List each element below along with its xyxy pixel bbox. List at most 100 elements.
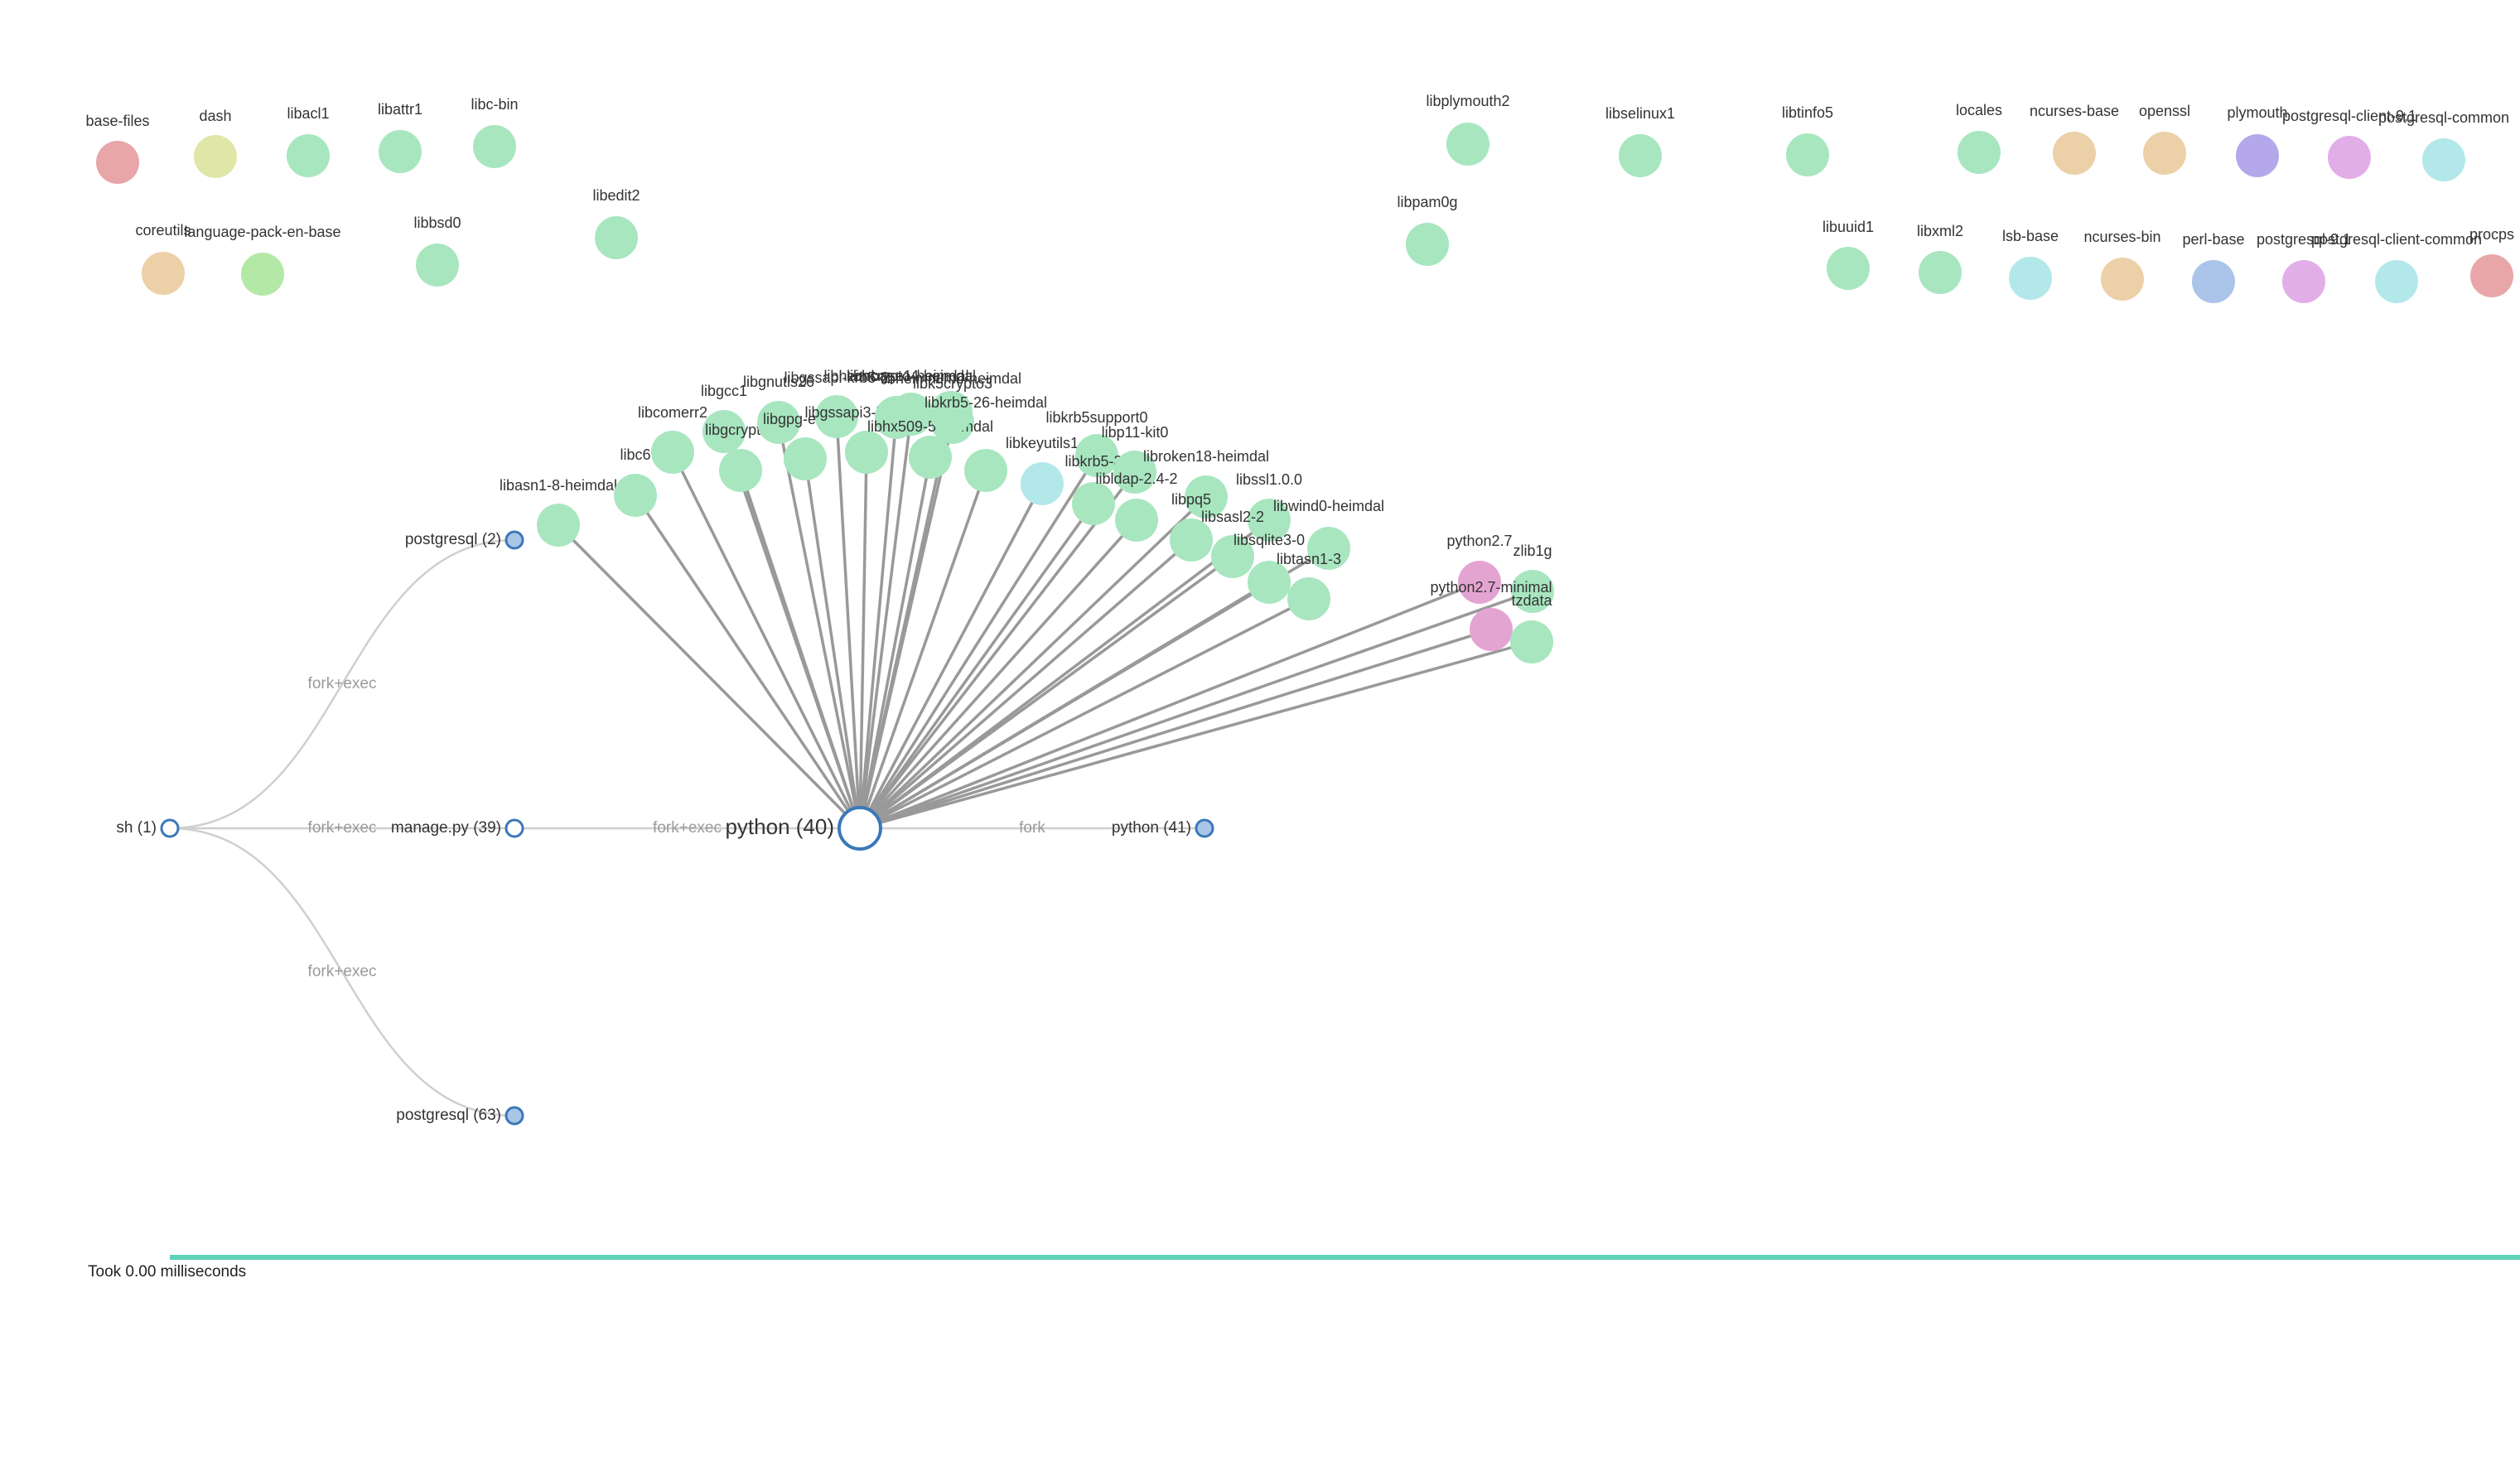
library-label-libkeyutils1: libkeyutils1	[1006, 435, 1079, 451]
dependency-edge	[858, 470, 1137, 830]
package-label-postgresql-client-common: postgresql-client-common	[2311, 231, 2482, 248]
timing-status: Took 0.00 milliseconds	[88, 1263, 247, 1281]
library-node-python2-7-minimal[interactable]	[1470, 608, 1513, 651]
library-node-libgcrypt11[interactable]	[719, 449, 762, 492]
process-node-python-41[interactable]	[1195, 818, 1214, 838]
library-label-libgssapi-krb5-2: libgssapi-krb5-2	[784, 369, 889, 386]
package-label-libplymouth2: libplymouth2	[1426, 93, 1509, 109]
dependency-edge	[858, 413, 913, 829]
package-nodes: base-files dash libacl1 libattr1 libc-bin cor…	[85, 93, 2514, 303]
package-node-base-files[interactable]	[96, 141, 139, 184]
process-tree-links	[169, 538, 1204, 1117]
package-node-libc-bin[interactable]	[473, 125, 516, 168]
package-node-libattr1[interactable]	[379, 130, 422, 173]
process-node-manage-py-39[interactable]	[504, 818, 524, 838]
package-node-procps[interactable]	[2470, 254, 2513, 297]
process-node-postgresql-2[interactable]	[504, 530, 524, 550]
library-node-libkrb5-3[interactable]	[1072, 482, 1115, 525]
library-node-libgssapi-krb5-2[interactable]	[815, 395, 858, 438]
package-node-plymouth[interactable]	[2236, 134, 2279, 177]
package-node-libpam0g[interactable]	[1406, 223, 1449, 266]
library-nodes: libasn1-8-heimdallibc6libcomerr2libgcc1l…	[500, 368, 1554, 663]
package-node-postgresql-9-1[interactable]	[2282, 260, 2325, 303]
library-node-libldap-2-4-2[interactable]	[1115, 499, 1158, 542]
package-node-perl-base[interactable]	[2192, 260, 2235, 303]
package-node-postgresql-client-9-1[interactable]	[2328, 136, 2371, 179]
library-node-libhcrypto4-heimdal[interactable]	[890, 393, 933, 436]
dependency-edge	[858, 412, 953, 829]
package-node-libedit2[interactable]	[595, 216, 638, 259]
dependency-edge	[858, 538, 1193, 830]
package-node-coreutils[interactable]	[142, 252, 185, 295]
package-node-lsb-base[interactable]	[2009, 257, 2052, 300]
library-node-zlib1g[interactable]	[1511, 570, 1554, 613]
package-node-postgresql-client-common[interactable]	[2375, 260, 2418, 303]
process-edge	[169, 538, 515, 830]
dependency-edge	[859, 628, 1492, 830]
package-node-postgresql-common[interactable]	[2422, 138, 2465, 181]
library-node-libwind0-heimdal[interactable]	[1307, 527, 1350, 570]
library-node-libhx509-5-heimdal[interactable]	[909, 436, 952, 479]
dependency-edge	[859, 590, 1533, 830]
package-node-ncurses-bin[interactable]	[2101, 258, 2144, 301]
library-node-libgssapi3-heimdal[interactable]	[845, 431, 888, 474]
library-label-libroken18-heimdal: libroken18-heimdal	[1143, 448, 1269, 465]
package-label-dash: dash	[199, 108, 231, 124]
package-node-libuuid1[interactable]	[1827, 247, 1870, 290]
package-node-libacl1[interactable]	[287, 134, 330, 177]
package-node-libplymouth2[interactable]	[1446, 123, 1489, 166]
dependency-edge	[859, 640, 1533, 830]
package-node-openssl[interactable]	[2143, 132, 2186, 175]
package-node-ncurses-base[interactable]	[2053, 132, 2096, 175]
library-node-libsasl2-2[interactable]	[1211, 535, 1254, 578]
package-node-libselinux1[interactable]	[1619, 134, 1662, 177]
library-node-libroken18-heimdal[interactable]	[1185, 475, 1228, 519]
package-node-libbsd0[interactable]	[416, 244, 459, 287]
process-label-manage-py-39: manage.py (39)	[391, 819, 501, 837]
package-label-libc-bin: libc-bin	[471, 96, 518, 113]
library-label-libkrb5-26-heimdal: libkrb5-26-heimdal	[924, 394, 1047, 411]
library-node-libtasn1-3[interactable]	[1287, 577, 1330, 620]
dependency-edge	[859, 597, 1310, 830]
library-node-libgcc1[interactable]	[702, 410, 746, 453]
package-node-language-pack-en-base[interactable]	[241, 253, 284, 296]
library-label-libheimbase1-heimdal: libheimbase1-heimdal	[823, 368, 968, 384]
package-label-postgresql-9-1: postgresql-9.1	[2257, 231, 2351, 248]
edge-label-fork-exec: fork+exec	[308, 675, 377, 692]
library-node-libgpg-error0[interactable]	[784, 437, 827, 480]
library-label-libcomerr2: libcomerr2	[638, 404, 707, 421]
library-node-libkrb5-26-heimdal[interactable]	[964, 449, 1007, 492]
dependency-edge	[835, 416, 862, 829]
library-node-libasn1-8-heimdal[interactable]	[537, 504, 580, 547]
library-node-tzdata[interactable]	[1510, 620, 1553, 663]
process-node-postgresql-63[interactable]	[504, 1106, 524, 1126]
library-label-python2-7: python2.7	[1446, 533, 1512, 549]
library-node-libssl1-0-0[interactable]	[1248, 499, 1291, 542]
process-node-sh-1[interactable]	[160, 818, 180, 838]
library-node-libheimntlm0-heimdal[interactable]	[929, 391, 973, 434]
edge-label-fork-exec: fork+exec	[308, 963, 377, 981]
package-node-libtinfo5[interactable]	[1786, 133, 1829, 176]
library-node-libpq5[interactable]	[1170, 519, 1213, 562]
library-node-libgnutls26[interactable]	[757, 401, 800, 444]
package-label-libacl1: libacl1	[287, 105, 329, 122]
dependency-edge	[859, 581, 1480, 830]
library-label-libc6: libc6	[620, 446, 650, 463]
library-node-libp11-kit0[interactable]	[1113, 451, 1156, 494]
library-node-python2-7[interactable]	[1458, 561, 1501, 604]
library-node-libc6[interactable]	[614, 474, 657, 517]
library-node-libsqlite3-0[interactable]	[1248, 561, 1291, 604]
package-node-libxml2[interactable]	[1919, 251, 1962, 294]
process-node-python-40[interactable]	[838, 806, 882, 851]
package-node-dash[interactable]	[194, 135, 237, 178]
edge-label-fork: fork	[1019, 819, 1045, 837]
package-label-postgresql-common: postgresql-common	[2378, 109, 2509, 126]
dependency-edge	[858, 451, 868, 829]
dependency-edge	[858, 495, 1208, 830]
package-label-libuuid1: libuuid1	[1822, 219, 1874, 235]
package-node-locales[interactable]	[1958, 131, 2001, 174]
library-node-libkrb5support0[interactable]	[1075, 434, 1118, 477]
library-node-libkeyutils1[interactable]	[1021, 462, 1064, 505]
library-node-libcomerr2[interactable]	[651, 431, 694, 474]
